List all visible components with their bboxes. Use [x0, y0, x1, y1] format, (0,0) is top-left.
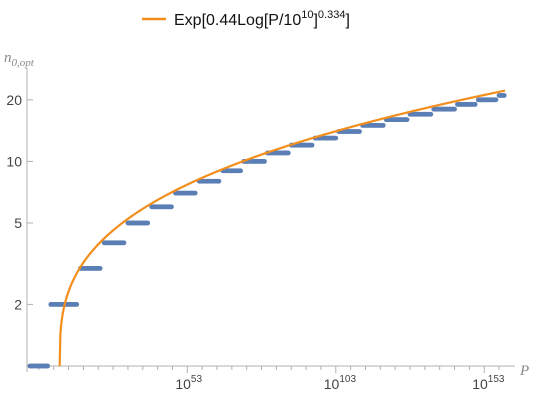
data-point: [428, 111, 434, 117]
y-ticks: 2 5 10 20: [6, 92, 33, 312]
data-point: [192, 190, 198, 196]
x-axis-label: P: [519, 363, 529, 379]
x-tick-label: 1053: [175, 374, 202, 392]
data-point: [452, 106, 457, 112]
data-point: [357, 129, 362, 134]
data-point: [380, 122, 386, 128]
step-series: [27, 93, 507, 369]
data-point: [74, 302, 80, 307]
data-point: [404, 117, 410, 123]
legend: Exp[0.44Log[P/1010]0.334]: [142, 9, 350, 29]
data-point: [45, 363, 51, 369]
data-point: [145, 220, 151, 226]
data-point: [97, 265, 103, 271]
data-point: [472, 101, 478, 107]
data-point: [238, 168, 244, 174]
data-point: [501, 93, 507, 98]
x-tick-label: 10153: [472, 374, 505, 392]
x-tick-label: 10103: [324, 374, 357, 392]
data-point: [285, 150, 291, 156]
y-tick-label: 20: [6, 92, 22, 108]
y-tick-label: 5: [14, 215, 22, 231]
data-point: [333, 135, 339, 141]
x-ticks: 1053 10103 10153: [38, 366, 505, 392]
legend-text: Exp[0.44Log[P/1010]0.334]: [174, 9, 350, 29]
data-point: [121, 240, 127, 246]
data-point: [262, 159, 267, 164]
data-point: [216, 178, 222, 184]
curve-series: [58, 89, 506, 367]
data-point: [169, 204, 174, 210]
y-axis-label: n0,opt: [4, 50, 35, 69]
data-point: [309, 142, 315, 148]
data-point: [493, 97, 499, 103]
y-tick-label: 2: [14, 296, 22, 312]
y-tick-label: 10: [6, 153, 22, 169]
